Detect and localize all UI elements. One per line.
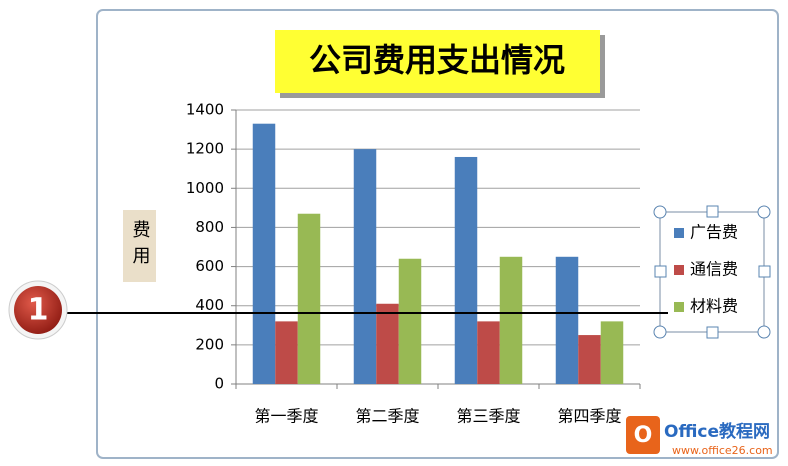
bar [252,123,276,384]
bar [398,258,422,384]
legend-label: 通信费 [690,260,738,279]
y-tick-label: 200 [195,335,224,353]
bar [477,321,500,384]
legend-swatch [674,265,684,275]
callout-number: 1 [28,293,49,328]
bar [454,156,478,384]
y-tick-label: 600 [195,257,224,275]
selection-handles [653,205,771,339]
watermark-logo-letter: O [634,423,653,448]
x-tick-label: 第二季度 [355,407,419,426]
x-tick-label: 第四季度 [557,407,621,426]
y-tick-label: 1000 [186,179,224,197]
bar [600,321,624,384]
y-tick-label: 1400 [186,101,224,119]
y-tick-label: 800 [195,218,224,236]
bar [297,213,321,384]
watermark-brand: Office教程网 [664,421,770,442]
bar [555,256,579,384]
y-axis-label: 费用 [130,220,151,272]
callout-circle [14,286,62,334]
bar [376,303,399,384]
y-tick-label: 400 [195,296,224,314]
x-tick-label: 第三季度 [456,407,520,426]
legend-label: 广告费 [690,223,738,242]
watermark-logo [626,416,660,454]
title-box[interactable] [275,30,600,93]
watermark-url: www.office26.com [672,444,773,457]
y-label-box[interactable] [123,210,156,282]
bar [353,149,377,384]
bar [578,335,601,384]
y-tick-label: 0 [214,375,224,393]
legend-swatch [674,228,684,238]
legend-label: 材料费 [690,297,738,316]
legend-swatch [674,302,684,312]
chart-title: 公司费用支出情况 [309,41,565,79]
x-tick-label: 第一季度 [254,407,318,426]
y-tick-label: 1200 [186,140,224,158]
bar [499,256,523,384]
bar [275,321,298,384]
